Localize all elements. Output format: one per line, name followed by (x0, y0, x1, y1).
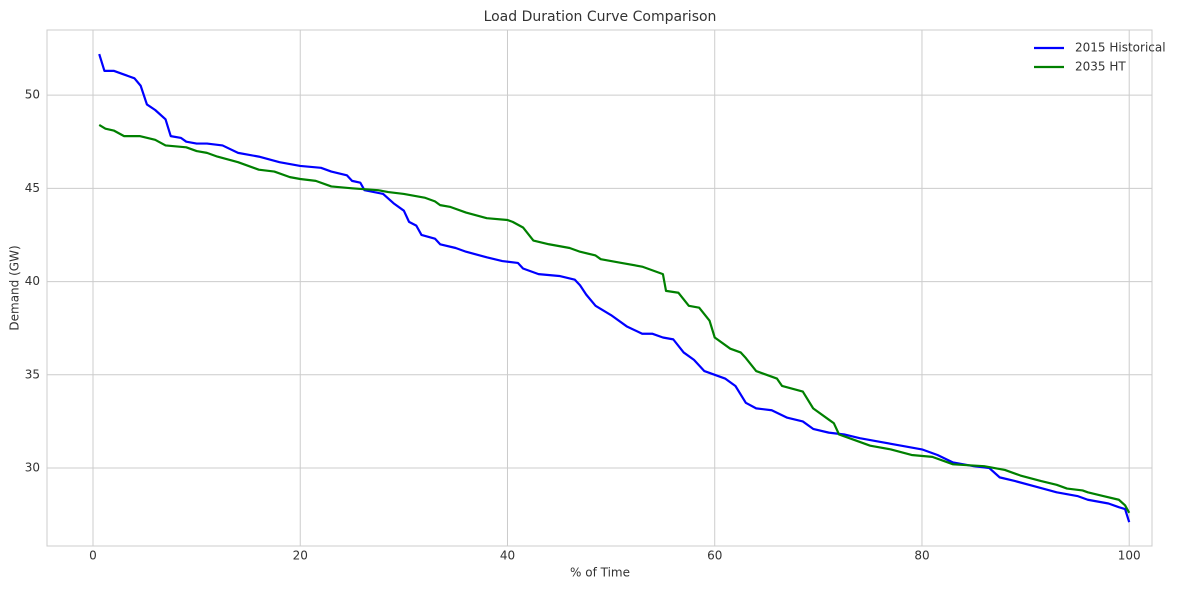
legend-label: 2035 HT (1075, 60, 1126, 74)
y-tick-label: 30 (25, 461, 40, 475)
y-tick-label: 40 (25, 274, 40, 288)
x-tick-label: 20 (293, 549, 308, 563)
x-tick-label: 60 (707, 549, 722, 563)
x-tick-label: 0 (89, 549, 97, 563)
x-tick-label: 40 (500, 549, 515, 563)
y-tick-label: 45 (25, 181, 40, 195)
x-tick-label: 80 (914, 549, 929, 563)
x-tick-label: 100 (1118, 549, 1141, 563)
x-axis-label: % of Time (570, 566, 630, 580)
plot-frame (46, 29, 1153, 547)
series-line (98, 53, 1131, 523)
series-line (98, 123, 1131, 514)
chart-title: Load Duration Curve Comparison (484, 9, 717, 25)
legend-label: 2015 Historical (1075, 41, 1166, 55)
y-tick-label: 35 (25, 367, 40, 381)
y-axis-label: Demand (GW) (8, 245, 22, 330)
y-tick-label: 50 (25, 88, 40, 102)
